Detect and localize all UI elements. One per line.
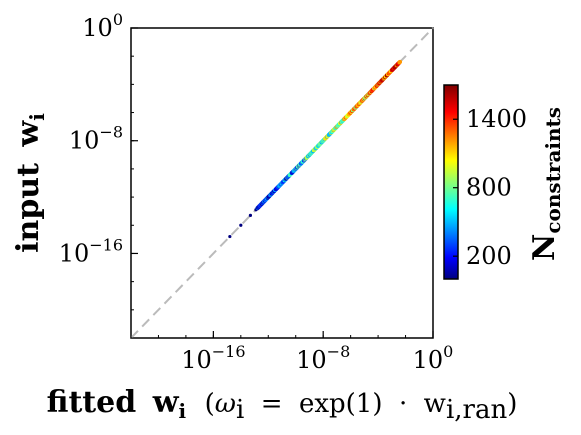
x-tick-label: 10−8 [296, 342, 350, 374]
data-point [398, 59, 403, 64]
data-point [228, 234, 232, 239]
colorbar-tick-label: 1400 [466, 105, 527, 133]
x-tick-label: 10−16 [181, 342, 245, 374]
y-axis-title: input wi [11, 113, 49, 253]
x-axis-title: fitted wi (ωi = exp(1) · wi,ran) [47, 385, 518, 426]
y-axis-ticks: 10−16 10−8 100 [59, 10, 138, 339]
colorbar-title: Nconstraints [527, 107, 565, 261]
y-tick-label: 10−16 [59, 235, 123, 267]
y-tick-label: 100 [82, 10, 123, 42]
data-points [228, 59, 403, 239]
data-point [248, 213, 253, 218]
y-tick-label: 10−8 [69, 123, 123, 155]
colorbar-tick-label: 200 [466, 242, 512, 270]
x-axis-ticks: 10−16 10−8 100 [130, 331, 454, 374]
data-point [239, 223, 243, 227]
colorbar-ticks: 200 800 1400 [453, 105, 527, 270]
colorbar-tick-label: 800 [466, 174, 512, 202]
colorbar [443, 84, 459, 280]
x-tick-label: 100 [413, 342, 454, 374]
